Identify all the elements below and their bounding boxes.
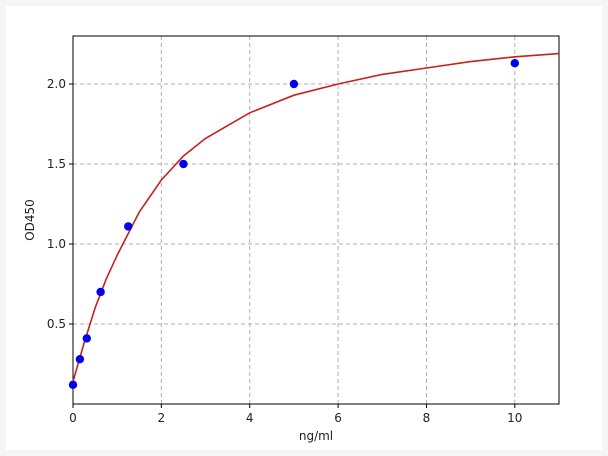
y-tick-label: 1.5 bbox=[47, 157, 66, 171]
data-point bbox=[179, 159, 188, 169]
data-point bbox=[96, 287, 105, 297]
x-tick-label: 10 bbox=[507, 411, 522, 425]
x-tick-label: 6 bbox=[334, 411, 342, 425]
data-point bbox=[82, 334, 92, 343]
y-tick-label: 2.0 bbox=[47, 77, 66, 91]
data-point bbox=[510, 59, 520, 68]
x-axis-title: ng/ml bbox=[299, 429, 333, 443]
x-tick-label: 2 bbox=[158, 411, 166, 425]
plot-frame bbox=[72, 35, 560, 405]
y-tick-label: 0.5 bbox=[47, 317, 66, 331]
x-tick-label: 4 bbox=[246, 411, 254, 425]
data-point bbox=[289, 79, 299, 89]
y-axis-title: OD450 bbox=[23, 199, 37, 241]
figure-panel bbox=[6, 6, 602, 450]
y-tick-label: 1.0 bbox=[47, 237, 66, 251]
x-tick-label: 0 bbox=[69, 411, 77, 425]
x-tick-label: 8 bbox=[423, 411, 431, 425]
data-point bbox=[68, 380, 78, 389]
data-point bbox=[124, 222, 133, 231]
data-point bbox=[75, 355, 85, 364]
